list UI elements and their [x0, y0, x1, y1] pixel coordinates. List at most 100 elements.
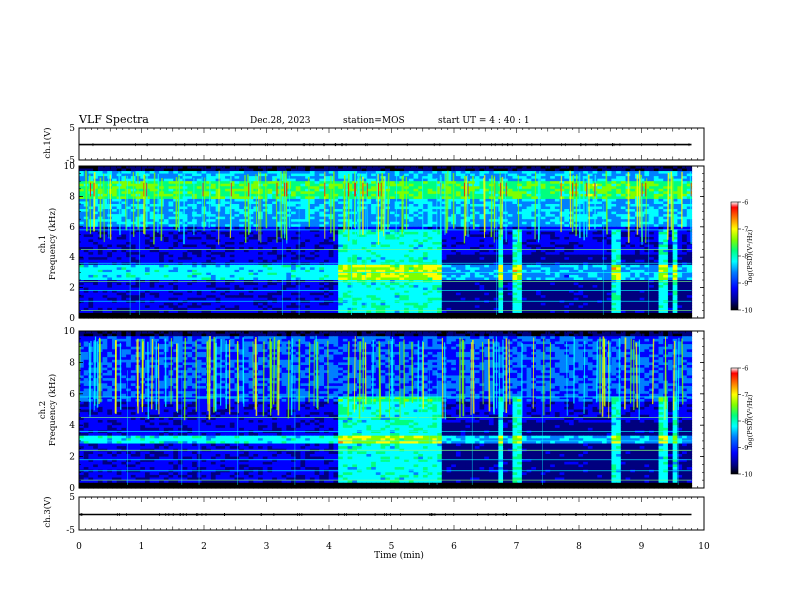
spectrogram-cell: [611, 173, 617, 177]
spectrogram-cell: [140, 178, 146, 182]
spectrogram-cell: [663, 183, 669, 187]
spectrogram-cell: [493, 186, 499, 190]
spectrogram-cell: [663, 181, 669, 185]
spectrogram-cell: [427, 188, 433, 192]
spectrogram-cell: [177, 178, 184, 182]
spectrogram-cell: [79, 188, 85, 192]
spectrogram-cell: [333, 191, 339, 195]
spectrogram-cell: [432, 193, 438, 197]
spectrogram-cell: [583, 171, 589, 175]
spectrogram-cell: [569, 188, 575, 192]
spectrogram-cell: [418, 191, 424, 195]
spectrogram-cell: [328, 173, 335, 177]
spectrogram-cell: [234, 173, 240, 177]
spectrogram-cell: [121, 173, 127, 177]
spectrogram-cell: [319, 166, 325, 170]
spectrogram-cell: [300, 188, 306, 192]
spectrogram-cell: [149, 176, 155, 180]
spectrogram-cell: [672, 178, 678, 182]
spectrogram-cell: [319, 193, 325, 197]
spectrogram-cell: [578, 168, 584, 172]
spectrogram-cell: [540, 186, 547, 190]
spectrogram-cell: [295, 181, 302, 185]
spectrogram-cell: [455, 186, 462, 190]
spectrogram-cell: [474, 168, 481, 172]
spectrogram-cell: [342, 178, 349, 182]
spectrogram-cell: [126, 171, 132, 175]
spectrogram-cell: [682, 168, 688, 172]
spectrogram-cell: [309, 186, 316, 190]
spectrogram-cell: [154, 183, 160, 187]
spectrogram-cell: [93, 178, 99, 182]
spectrogram-cell: [338, 188, 344, 192]
spectrogram-cell: [192, 183, 198, 187]
spectrogram-cell: [677, 171, 683, 175]
spectrogram-cell: [324, 168, 330, 172]
spectrogram-cell: [130, 168, 137, 172]
spectrogram-cell: [149, 186, 155, 190]
spectrogram-cell: [144, 168, 151, 172]
spectrogram-cell: [187, 188, 193, 192]
spectrogram-cell: [672, 191, 678, 195]
spectrogram-cell: [234, 168, 240, 172]
spectrogram-cell: [154, 186, 160, 190]
spectrogram-cell: [210, 166, 217, 170]
spectrogram-cell: [536, 173, 542, 177]
spectrogram-cell: [512, 173, 518, 177]
spectrogram-cell: [616, 191, 622, 195]
spectrogram-cell: [507, 188, 514, 192]
spectrogram-cell: [540, 191, 547, 195]
spectrogram-cell: [521, 166, 528, 170]
spectrogram-cell: [267, 173, 273, 177]
spectrogram-cell: [399, 166, 405, 170]
spectrogram-cell: [616, 173, 622, 177]
spectrogram-cell: [88, 183, 94, 187]
spectrogram-cell: [111, 171, 118, 175]
spectrogram-cell: [578, 171, 584, 175]
spectrogram-cell: [644, 171, 650, 175]
spectrogram-cell: [187, 181, 193, 185]
spectrogram-cell: [333, 188, 339, 192]
spectrogram-cell: [220, 191, 226, 195]
spectrogram-cell: [177, 183, 184, 187]
spectrogram-cell: [291, 171, 297, 175]
spectrogram-cell: [239, 183, 245, 187]
spectrogram-cell: [507, 176, 514, 180]
spectrogram-cell: [503, 168, 509, 172]
spectrogram-cell: [422, 186, 429, 190]
spectrogram-cell: [474, 191, 481, 195]
spectrogram-cell: [229, 166, 236, 170]
spectrogram-cell: [474, 173, 481, 177]
spectrogram-cell: [253, 166, 259, 170]
header-date: Dec.28, 2023: [250, 116, 311, 126]
spectrogram-cell: [187, 191, 193, 195]
spectrogram-cell: [479, 183, 485, 187]
spectrogram-cell: [286, 168, 292, 172]
spectrogram-cell: [210, 183, 217, 187]
spectrogram-cell: [79, 168, 85, 172]
spectrogram-cell: [493, 166, 499, 170]
spectrogram-cell: [154, 193, 160, 197]
spectrogram-cell: [272, 181, 278, 185]
spectrogram-cell: [324, 171, 330, 175]
spectrogram-cell: [338, 181, 344, 185]
spectrogram-cell: [210, 171, 217, 175]
spectrogram-cell: [517, 181, 523, 185]
spectrogram-cell: [305, 186, 311, 190]
spectrogram-cell: [300, 176, 306, 180]
spectrogram-cell: [215, 173, 221, 177]
spectrogram-cell: [672, 186, 678, 190]
spectrogram-cell: [140, 188, 146, 192]
spectrogram-cell: [121, 181, 127, 185]
spectrogram-cell: [446, 168, 452, 172]
spectrogram-cell: [611, 168, 617, 172]
spectrogram-cell: [111, 193, 118, 197]
spectrogram-cell: [309, 183, 316, 187]
spectrogram-cell: [126, 196, 132, 200]
spectrogram-cell: [550, 181, 556, 185]
spectrogram-cell: [88, 193, 94, 197]
spectrogram-cell: [248, 196, 254, 200]
spectrogram-cell: [597, 186, 603, 190]
spectrogram-cell: [653, 193, 660, 197]
spectrogram-cell: [677, 178, 683, 182]
